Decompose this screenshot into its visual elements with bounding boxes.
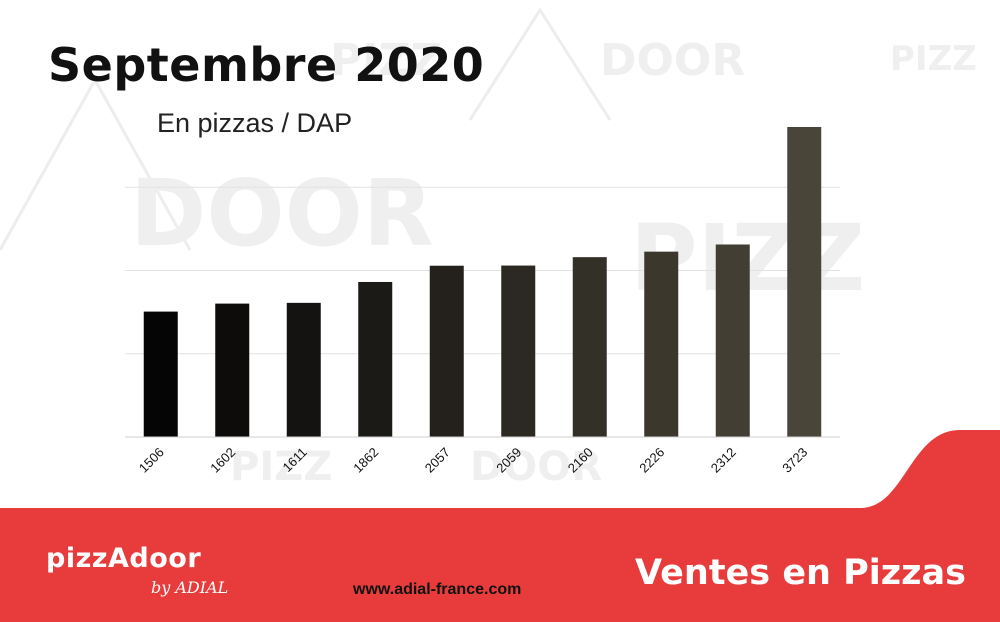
bar-2312 <box>715 244 750 437</box>
category-label-1506: 1506 <box>136 445 167 476</box>
bar-2057 <box>429 265 464 437</box>
logo-text: pizzAdoor <box>46 543 202 574</box>
category-label-2160: 2160 <box>565 445 596 476</box>
logo-subtext: by ADIAL <box>151 578 229 597</box>
category-label-1602: 1602 <box>207 445 238 476</box>
category-label-2226: 2226 <box>636 445 667 476</box>
category-label-2312: 2312 <box>708 445 739 476</box>
category-label-1862: 1862 <box>350 445 381 476</box>
bar-1506 <box>143 311 178 437</box>
bar-2059 <box>501 265 536 437</box>
chart-category-labels: 1506 1602 1611 1862 2057 2059 2160 2226 2312 3723 <box>136 445 811 476</box>
bar-1862 <box>358 281 393 437</box>
bar-1602 <box>215 303 250 437</box>
bar-2160 <box>572 257 607 437</box>
category-label-1611: 1611 <box>279 445 309 475</box>
chart-bars <box>143 127 822 437</box>
category-label-3723: 3723 <box>779 445 810 476</box>
chart-title: Septembre 2020 <box>48 38 485 92</box>
bar-1611 <box>286 302 321 437</box>
bar-2226 <box>644 251 679 437</box>
pizzadoor-logo: pizzAdoor by ADIAL <box>46 543 228 597</box>
chart-subtitle: En pizzas / DAP <box>157 108 353 138</box>
bar-3723 <box>787 127 822 437</box>
website-url[interactable]: www.adial-france.com <box>353 581 522 598</box>
footer-title: Ventes en Pizzas <box>635 553 966 593</box>
category-label-2057: 2057 <box>422 445 453 476</box>
category-label-2059: 2059 <box>493 445 524 476</box>
